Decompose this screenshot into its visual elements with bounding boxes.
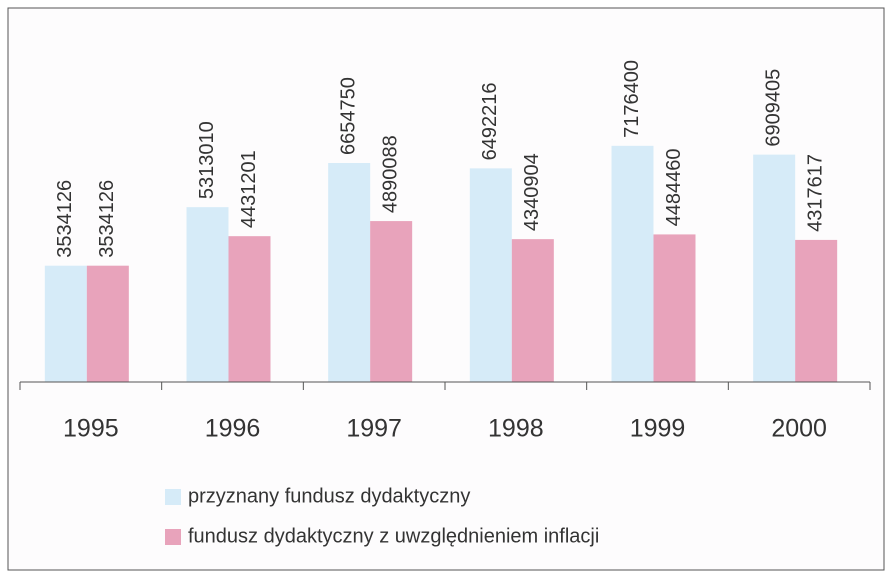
bar [86, 265, 129, 382]
value-label: 6654750 [337, 77, 359, 155]
value-label: 4317617 [804, 154, 826, 232]
legend-label: fundusz dydaktyczny z uwzględnieniem inf… [188, 525, 599, 547]
bar [611, 145, 654, 382]
value-label: 6492216 [479, 82, 501, 160]
value-label: 3534126 [96, 180, 118, 258]
bar [753, 154, 796, 382]
x-tick-label: 2000 [771, 415, 827, 443]
value-label: 4431201 [238, 150, 260, 228]
bar [186, 207, 229, 382]
value-label: 4340904 [521, 153, 543, 231]
bar [795, 239, 838, 382]
value-label: 7176400 [621, 60, 643, 138]
x-tick-label: 1995 [63, 415, 119, 443]
value-label: 3534126 [54, 180, 76, 258]
bar [44, 265, 87, 382]
value-label: 6909405 [762, 69, 784, 147]
value-label: 4890088 [379, 135, 401, 213]
x-tick-label: 1999 [630, 415, 686, 443]
chart-frame [7, 7, 885, 571]
value-label: 5313010 [196, 121, 218, 199]
bar [469, 168, 512, 382]
value-label: 4484460 [663, 149, 685, 227]
bar [228, 236, 271, 382]
bar [370, 221, 413, 382]
bar [653, 234, 696, 382]
bar [328, 162, 371, 382]
x-tick-label: 1998 [488, 415, 544, 443]
legend-swatch [165, 529, 181, 545]
bar [511, 239, 554, 382]
legend-swatch [165, 489, 181, 505]
x-tick-label: 1997 [346, 415, 402, 443]
x-tick-label: 1996 [205, 415, 261, 443]
legend-label: przyznany fundusz dydaktyczny [188, 485, 470, 507]
